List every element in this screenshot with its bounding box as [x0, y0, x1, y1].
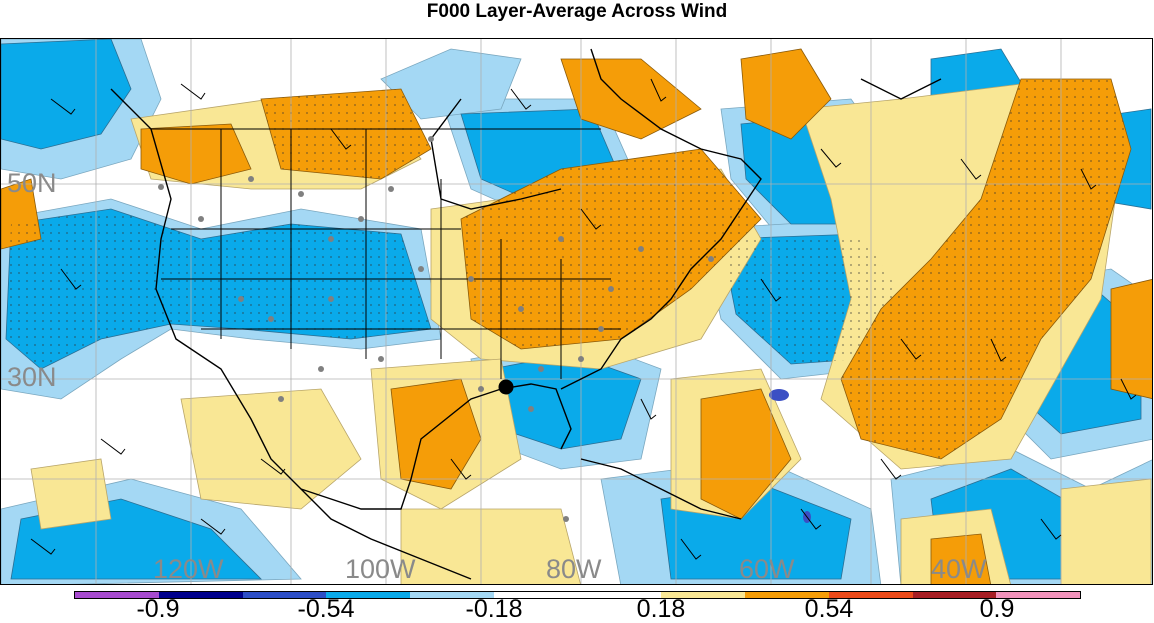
- colorbar-segment: [912, 592, 997, 598]
- colorbar-label: 0.18: [636, 595, 686, 623]
- lon-label-100w: 100W: [345, 554, 416, 584]
- colorbar-label: 0.9: [979, 595, 1015, 623]
- lon-label-40w: 40W: [931, 554, 987, 584]
- colorbar-segment: [745, 592, 829, 598]
- lon-label-120w: 120W: [153, 554, 224, 584]
- colorbar-segment: [158, 592, 243, 598]
- state-borders: [151, 128, 621, 379]
- colorbar-segment: [661, 592, 745, 598]
- colorbar-segment: [996, 592, 1080, 598]
- colorbar-segment: [410, 592, 494, 598]
- lat-label-50n: 50N: [7, 168, 57, 198]
- lat-label-30n: 30N: [7, 362, 57, 392]
- map-canvas: [1, 39, 1152, 584]
- colorbar-label: -0.9: [136, 595, 180, 623]
- lat-lon-grid: [1, 39, 1152, 584]
- colorbar-label: 0.54: [804, 595, 854, 623]
- lon-label-60w: 60W: [739, 554, 795, 584]
- colorbar: [74, 591, 1081, 599]
- colorbar-segment: [242, 592, 327, 598]
- colorbar-label: -0.18: [465, 595, 523, 623]
- chart-title: F000 Layer-Average Across Wind: [426, 1, 728, 22]
- colorbar-segment: [493, 592, 578, 598]
- colorbar-segment: [326, 592, 410, 598]
- lon-label-80w: 80W: [546, 554, 602, 584]
- colorbar-segment: [828, 592, 913, 598]
- colorbar-segment: [75, 592, 159, 598]
- map-panel[interactable]: 50N 30N 120W 100W 80W 60W 40W: [0, 38, 1153, 585]
- colorbar-label: -0.54: [297, 595, 355, 623]
- center-marker: [498, 379, 514, 395]
- coastlines: [110, 48, 942, 580]
- wind-barbs: [30, 78, 1137, 560]
- colorbar-segment: [577, 592, 662, 598]
- station-dots: [158, 136, 714, 522]
